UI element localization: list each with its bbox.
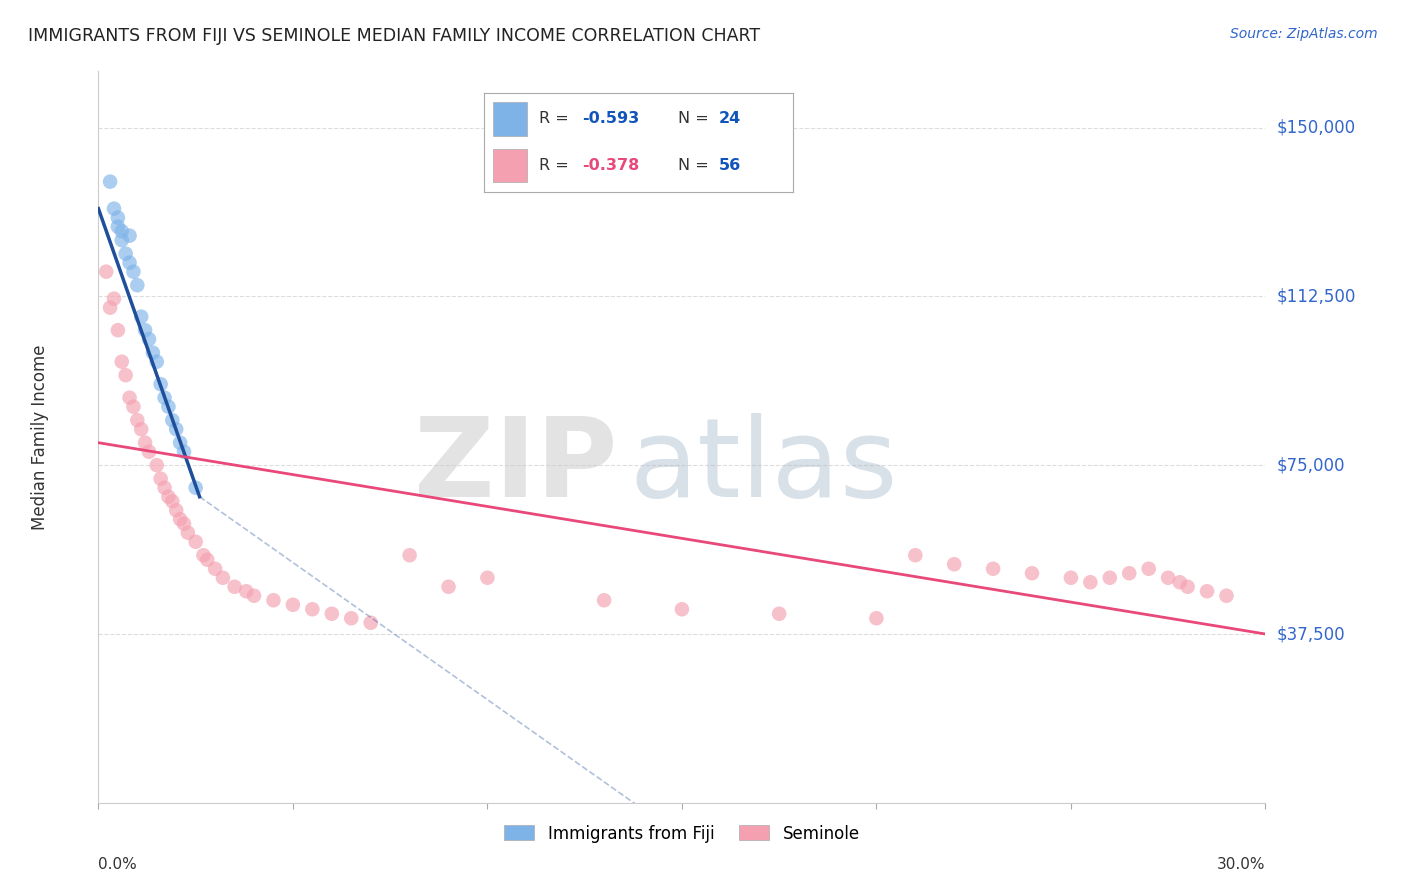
Point [129, 422, 152, 436]
Point [111, 354, 134, 368]
Point [162, 413, 184, 427]
Point [768, 607, 790, 621]
Text: $37,500: $37,500 [1277, 625, 1346, 643]
Point [138, 444, 160, 458]
Point [243, 589, 266, 603]
Point [153, 481, 176, 495]
Point [146, 458, 169, 473]
Point [340, 611, 363, 625]
Point [107, 219, 129, 234]
Point [184, 481, 207, 495]
Point [118, 391, 141, 405]
Point [321, 607, 343, 621]
Point [96, 265, 118, 279]
Point [1168, 575, 1191, 590]
Point [1060, 571, 1083, 585]
Point [169, 512, 191, 526]
Point [1157, 571, 1180, 585]
Point [122, 265, 145, 279]
Point [98, 175, 121, 189]
Point [146, 354, 169, 368]
Point [262, 593, 284, 607]
Point [1080, 575, 1102, 590]
Point [111, 233, 134, 247]
Point [1021, 566, 1043, 581]
Text: $150,000: $150,000 [1277, 119, 1357, 136]
Point [157, 490, 180, 504]
Point [129, 310, 152, 324]
Text: 0.0%: 0.0% [98, 857, 138, 871]
Text: $75,000: $75,000 [1277, 456, 1346, 475]
Point [177, 525, 200, 540]
Point [981, 562, 1004, 576]
Point [173, 444, 195, 458]
Point [142, 345, 165, 359]
Point [122, 400, 145, 414]
Point [235, 584, 257, 599]
Point [204, 562, 226, 576]
Point [1098, 571, 1121, 585]
Point [157, 400, 180, 414]
Point [281, 598, 304, 612]
Point [103, 202, 125, 216]
Point [195, 553, 218, 567]
Point [193, 548, 215, 562]
Point [169, 435, 191, 450]
Point [212, 571, 235, 585]
Point [153, 391, 176, 405]
Point [165, 422, 187, 436]
Point [134, 323, 156, 337]
Point [1118, 566, 1140, 581]
Point [162, 494, 184, 508]
Point [477, 571, 499, 585]
Text: IMMIGRANTS FROM FIJI VS SEMINOLE MEDIAN FAMILY INCOME CORRELATION CHART: IMMIGRANTS FROM FIJI VS SEMINOLE MEDIAN … [28, 27, 761, 45]
Text: Median Family Income: Median Family Income [31, 344, 49, 530]
Point [1215, 589, 1237, 603]
Text: Source: ZipAtlas.com: Source: ZipAtlas.com [1230, 27, 1378, 41]
Point [593, 593, 616, 607]
Point [173, 516, 195, 531]
Point [127, 278, 149, 293]
Point [134, 435, 156, 450]
Point [1137, 562, 1160, 576]
Point [184, 534, 207, 549]
Point [943, 558, 966, 572]
Point [149, 377, 172, 392]
Point [360, 615, 382, 630]
Point [118, 228, 141, 243]
Point [149, 472, 172, 486]
Text: 30.0%: 30.0% [1218, 857, 1265, 871]
Point [127, 413, 149, 427]
Point [437, 580, 460, 594]
Point [904, 548, 927, 562]
Point [98, 301, 121, 315]
Text: $112,500: $112,500 [1277, 287, 1357, 305]
Point [103, 292, 125, 306]
Legend: Immigrants from Fiji, Seminole: Immigrants from Fiji, Seminole [498, 818, 866, 849]
Point [865, 611, 887, 625]
Point [111, 224, 134, 238]
Point [107, 211, 129, 225]
Point [138, 332, 160, 346]
Point [114, 368, 136, 383]
Point [114, 246, 136, 260]
Point [224, 580, 246, 594]
Point [671, 602, 693, 616]
Point [1195, 584, 1218, 599]
Point [118, 255, 141, 269]
Point [398, 548, 420, 562]
Point [1177, 580, 1199, 594]
Text: atlas: atlas [630, 413, 898, 520]
Point [165, 503, 187, 517]
Point [107, 323, 129, 337]
Text: ZIP: ZIP [415, 413, 617, 520]
Point [301, 602, 323, 616]
